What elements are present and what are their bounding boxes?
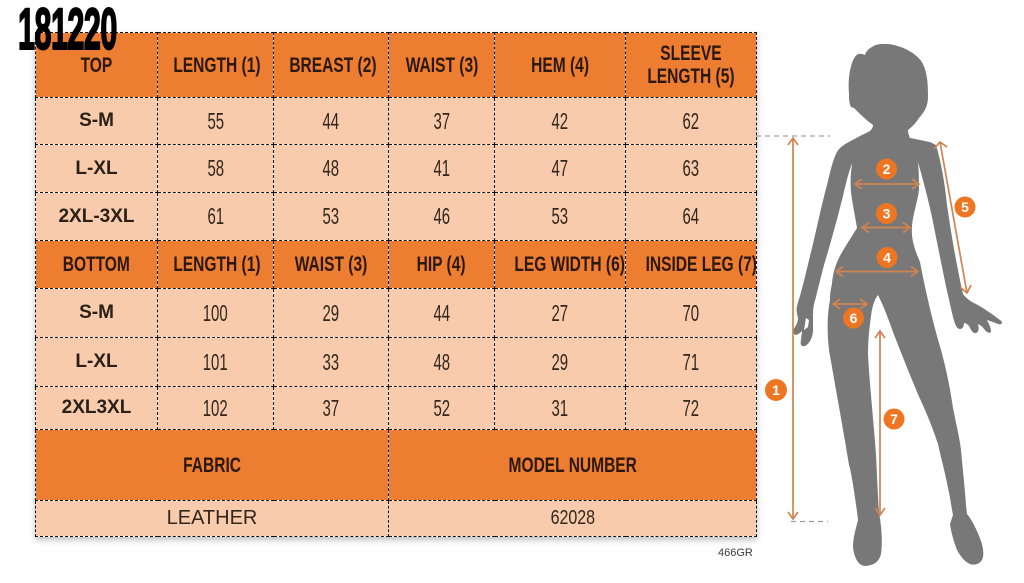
svg-text:1: 1 bbox=[772, 382, 780, 398]
svg-text:5: 5 bbox=[961, 199, 969, 215]
svg-text:6: 6 bbox=[850, 310, 858, 326]
svg-text:3: 3 bbox=[883, 206, 891, 222]
svg-text:4: 4 bbox=[883, 250, 891, 266]
svg-text:2: 2 bbox=[883, 161, 891, 177]
svg-text:7: 7 bbox=[890, 411, 898, 427]
